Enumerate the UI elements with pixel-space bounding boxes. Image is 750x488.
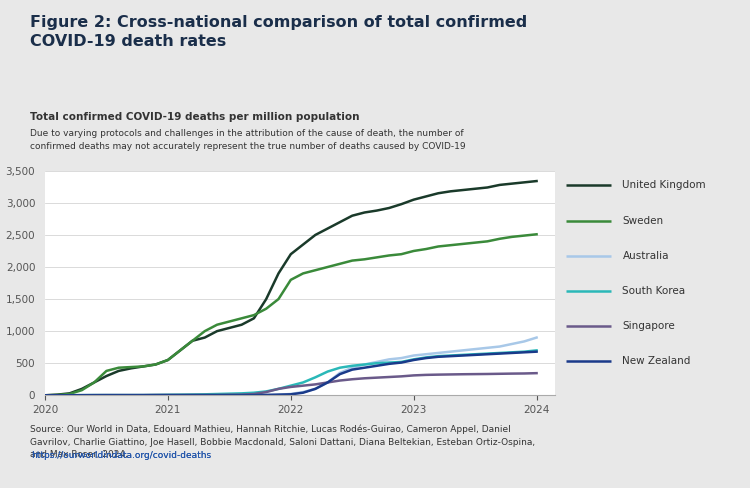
Text: Sweden: Sweden xyxy=(622,216,664,225)
Text: United Kingdom: United Kingdom xyxy=(622,181,706,190)
Text: Figure 2: Cross-national comparison of total confirmed
COVID-19 death rates: Figure 2: Cross-national comparison of t… xyxy=(30,15,527,49)
Text: https://ourworldindata.org/covid-deaths: https://ourworldindata.org/covid-deaths xyxy=(31,451,211,460)
Text: Australia: Australia xyxy=(622,251,669,261)
Text: Due to varying protocols and challenges in the attribution of the cause of death: Due to varying protocols and challenges … xyxy=(30,129,466,151)
Text: https://ourworldindata.org/covid-deaths: https://ourworldindata.org/covid-deaths xyxy=(31,451,211,460)
Text: Source: Our World in Data, Edouard Mathieu, Hannah Ritchie, Lucas Rodés-Guirao, : Source: Our World in Data, Edouard Mathi… xyxy=(30,425,536,459)
Text: Total confirmed COVID-19 deaths per million population: Total confirmed COVID-19 deaths per mill… xyxy=(30,112,359,122)
Text: South Korea: South Korea xyxy=(622,286,686,296)
Text: New Zealand: New Zealand xyxy=(622,356,691,366)
Text: Singapore: Singapore xyxy=(622,321,675,331)
